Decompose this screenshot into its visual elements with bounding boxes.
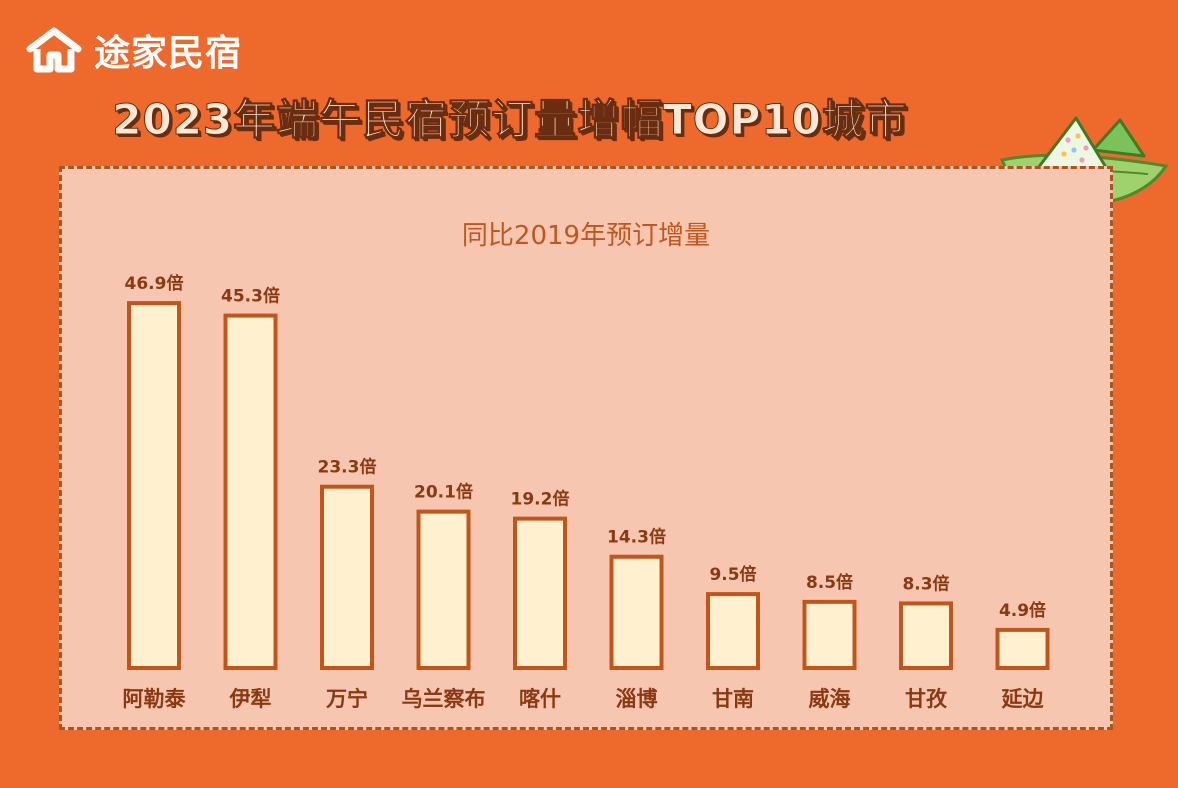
category-label: 乌兰察布 bbox=[402, 687, 486, 711]
bar bbox=[127, 301, 181, 670]
bar bbox=[899, 601, 953, 670]
data-label: 20.1倍 bbox=[414, 482, 473, 503]
category-label: 喀什 bbox=[519, 687, 561, 711]
house-icon bbox=[26, 27, 82, 73]
bar bbox=[995, 627, 1050, 670]
category-label: 阿勒泰 bbox=[123, 687, 187, 711]
category-label: 延边 bbox=[1001, 687, 1045, 711]
category-label: 万宁 bbox=[325, 687, 368, 711]
bar bbox=[223, 313, 278, 670]
data-label: 19.2倍 bbox=[511, 489, 570, 510]
chart-title: 同比2019年预订增量 bbox=[461, 221, 711, 251]
bar bbox=[706, 592, 760, 670]
page-title: 2023年端午民宿预订量增幅TOP10城市 bbox=[112, 95, 908, 145]
bar bbox=[802, 599, 857, 670]
category-label: 甘孜 bbox=[905, 687, 948, 711]
data-label: 46.9倍 bbox=[125, 273, 184, 294]
data-label: 23.3倍 bbox=[318, 457, 377, 478]
category-label: 威海 bbox=[809, 687, 851, 711]
bar bbox=[513, 516, 567, 670]
bar bbox=[609, 554, 664, 670]
data-label: 14.3倍 bbox=[607, 527, 666, 548]
category-label: 淄博 bbox=[616, 687, 658, 711]
bar bbox=[416, 509, 471, 671]
category-label: 伊犁 bbox=[229, 687, 272, 711]
chart-panel: 同比2019年预订增量 46.9倍阿勒泰 45.3倍伊犁 23.3倍万宁 20.1倍乌… bbox=[59, 166, 1113, 730]
bar bbox=[320, 484, 374, 671]
data-label: 9.5倍 bbox=[709, 564, 756, 585]
data-label: 4.9倍 bbox=[999, 600, 1046, 621]
brand-logo: 途家民宿 bbox=[26, 24, 242, 76]
data-label: 8.5倍 bbox=[806, 572, 853, 593]
category-label: 甘南 bbox=[712, 687, 754, 711]
data-label: 8.3倍 bbox=[902, 573, 949, 594]
data-label: 45.3倍 bbox=[221, 286, 280, 307]
brand-name: 途家民宿 bbox=[94, 33, 243, 74]
